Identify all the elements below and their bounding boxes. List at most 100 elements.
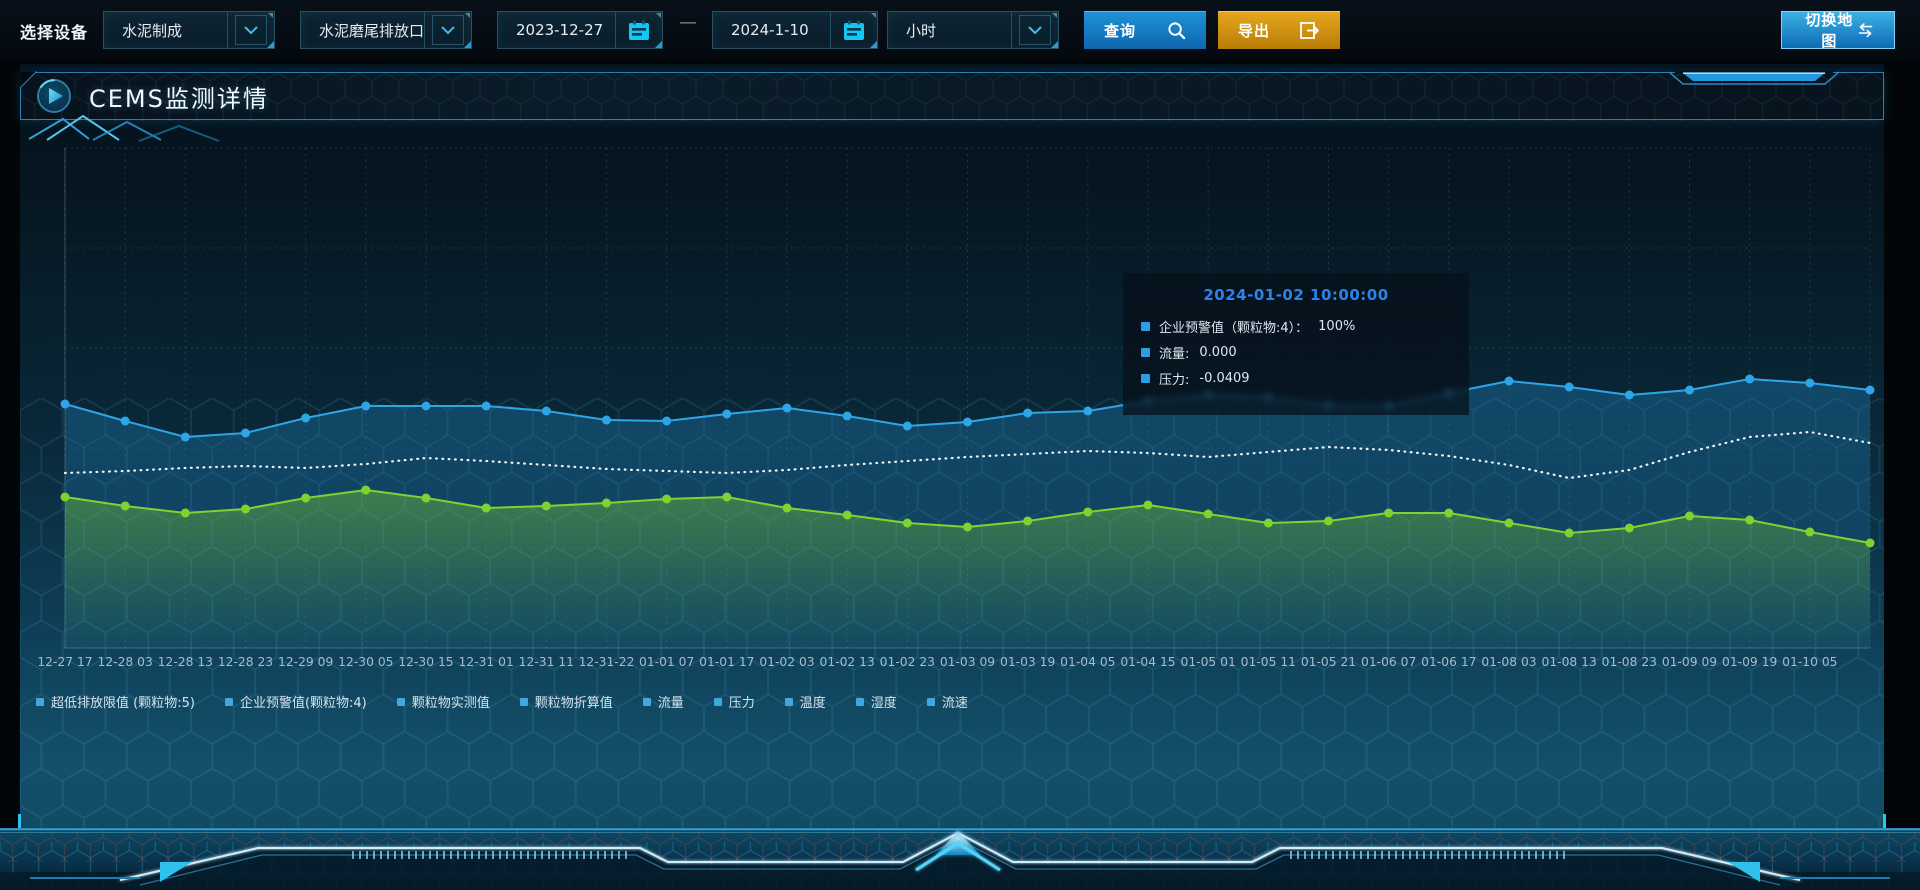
x-axis-label: 01-06 17: [1421, 655, 1476, 669]
device-type-select[interactable]: 水泥制成: [103, 11, 275, 49]
x-axis-label: 01-01 17: [699, 655, 754, 669]
legend-marker-icon: [926, 697, 935, 706]
export-button-label: 导出: [1238, 22, 1271, 40]
legend-marker-icon: [519, 697, 528, 706]
legend-item[interactable]: 颗粒物实测值: [396, 692, 490, 711]
device-type-value: 水泥制成: [122, 21, 183, 40]
query-button[interactable]: 查询: [1084, 11, 1206, 49]
x-axis-label: 12-29 09: [278, 655, 333, 669]
legend-item[interactable]: 温度: [784, 692, 826, 711]
data-point: [1865, 538, 1875, 548]
data-point: [1624, 390, 1634, 400]
outlet-value: 水泥磨尾排放口: [319, 21, 425, 40]
data-point: [902, 518, 912, 528]
data-point: [1504, 518, 1514, 528]
data-point: [120, 416, 130, 426]
legend-label: 超低排放限值 (颗粒物:5): [51, 696, 195, 711]
data-point: [1865, 385, 1875, 395]
legend-item[interactable]: 压力: [713, 692, 755, 711]
x-axis-label: 01-10 05: [1782, 655, 1837, 669]
x-axis-label: 12-28 03: [98, 655, 153, 669]
data-point: [1504, 376, 1514, 386]
data-point: [1805, 527, 1815, 537]
tooltip-row-value: -0.0409: [1199, 370, 1250, 386]
x-axis-label: 01-05 11: [1241, 655, 1296, 669]
data-point: [1324, 516, 1333, 526]
x-axis-label: 01-03 19: [1000, 655, 1055, 669]
x-axis-label: 12-31 01: [459, 655, 514, 669]
data-point: [120, 501, 130, 511]
x-axis-label: 01-08 13: [1542, 655, 1597, 669]
data-point: [1624, 523, 1634, 533]
data-point: [541, 501, 551, 511]
data-point: [722, 409, 732, 419]
end-date-calendar-box[interactable]: [830, 12, 877, 48]
legend-item[interactable]: 企业预警值(颗粒物:4): [224, 692, 367, 711]
data-point: [782, 503, 792, 513]
data-point: [1023, 408, 1033, 418]
interval-chevron-box[interactable]: [1011, 12, 1058, 48]
data-point: [421, 493, 431, 503]
device-type-chevron-box[interactable]: [227, 12, 274, 48]
data-point: [421, 401, 431, 411]
device-select-label: 选择设备: [20, 23, 89, 42]
tooltip-row-label: 企业预警值（颗粒物:4）：: [1159, 320, 1309, 336]
date-range-separator: —: [679, 12, 697, 33]
legend-label: 湿度: [870, 696, 897, 711]
export-button[interactable]: 导出: [1218, 11, 1340, 49]
legend-item[interactable]: 超低排放限值 (颗粒物:5): [36, 692, 195, 711]
legend-item[interactable]: 流速: [926, 692, 968, 711]
data-point: [1685, 385, 1694, 395]
tooltip-row-label: 压力:: [1159, 372, 1190, 388]
x-axis-label: 01-06 07: [1361, 655, 1416, 669]
tooltip-row: 压力: -0.0409: [1141, 365, 1451, 391]
x-axis-label: 12-30 05: [338, 655, 393, 669]
legend-marker-icon: [784, 697, 793, 706]
data-point: [180, 508, 190, 518]
legend-marker-icon: [224, 697, 233, 706]
outlet-chevron-box[interactable]: [424, 12, 471, 48]
data-point: [541, 406, 551, 416]
outlet-select[interactable]: 水泥磨尾排放口: [300, 11, 472, 49]
x-axis-label: 12-31-22: [579, 655, 635, 669]
data-point: [1685, 511, 1694, 521]
data-point: [602, 498, 611, 508]
data-point: [1083, 406, 1093, 416]
x-axis-label: 01-01 07: [639, 655, 694, 669]
data-point: [1263, 518, 1273, 528]
data-point: [1384, 508, 1394, 518]
data-point: [662, 416, 672, 426]
data-point: [361, 485, 371, 495]
data-point: [301, 493, 311, 503]
data-point: [241, 504, 250, 514]
cems-chart[interactable]: 12-27 17 12-28 03 12-28 13 12-28 23 12-29 09…: [20, 140, 1884, 680]
bottom-tech-border: [0, 828, 1920, 890]
tooltip-timestamp: 2024-01-02 10:00:00: [1203, 286, 1389, 304]
chevron-down-icon: [235, 15, 267, 45]
x-axis-label: 01-08 23: [1602, 655, 1657, 669]
x-axis-label: 12-28 13: [158, 655, 213, 669]
data-point: [963, 417, 972, 427]
end-date-input[interactable]: 2024-1-10: [712, 11, 878, 49]
chart-area[interactable]: 12-27 17 12-28 03 12-28 13 12-28 23 12-29 09…: [20, 140, 1884, 680]
switch-map-button[interactable]: 切换地图: [1781, 11, 1895, 50]
start-date-calendar-box[interactable]: [615, 12, 662, 48]
legend-item[interactable]: 湿度: [855, 692, 897, 711]
data-point: [1745, 374, 1755, 384]
data-point: [1805, 378, 1815, 388]
legend-marker-icon: [713, 697, 722, 706]
legend-item[interactable]: 流量: [642, 692, 684, 711]
data-point: [722, 492, 732, 502]
interval-select[interactable]: 小时: [887, 11, 1059, 49]
switch-map-label: 切换地图: [1805, 12, 1854, 50]
legend-label: 温度: [799, 696, 826, 711]
tooltip-rows: 企业预警值（颗粒物:4）： 100% 流量: 0.000 压力: -0.0409: [1141, 313, 1451, 391]
start-date-input[interactable]: 2023-12-27: [497, 11, 663, 49]
x-axis-label: 01-05 01: [1181, 655, 1236, 669]
legend-marker-icon: [642, 697, 651, 706]
x-axis-label: 01-03 09: [940, 655, 995, 669]
end-date-value: 2024-1-10: [731, 21, 809, 39]
data-point: [60, 399, 70, 409]
legend-item[interactable]: 颗粒物折算值: [519, 692, 613, 711]
tooltip-row-value: 100%: [1318, 318, 1356, 334]
